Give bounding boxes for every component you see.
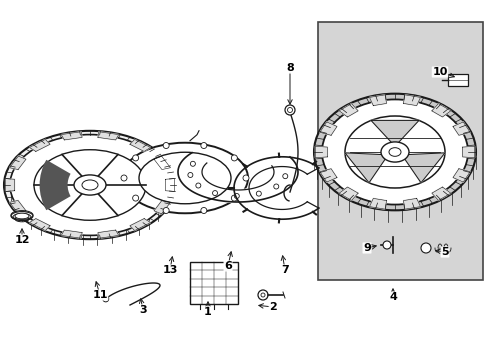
Circle shape bbox=[282, 174, 287, 179]
Polygon shape bbox=[319, 122, 336, 135]
Circle shape bbox=[163, 207, 169, 213]
Polygon shape bbox=[61, 132, 82, 140]
Ellipse shape bbox=[34, 150, 146, 220]
Circle shape bbox=[287, 108, 292, 112]
Circle shape bbox=[256, 191, 261, 196]
Circle shape bbox=[201, 143, 206, 149]
Ellipse shape bbox=[345, 116, 444, 188]
Polygon shape bbox=[5, 179, 15, 192]
Ellipse shape bbox=[380, 142, 408, 162]
Ellipse shape bbox=[313, 94, 475, 210]
Circle shape bbox=[261, 293, 264, 297]
Circle shape bbox=[258, 290, 267, 300]
Text: 7: 7 bbox=[281, 265, 288, 275]
Circle shape bbox=[132, 155, 139, 161]
Polygon shape bbox=[10, 156, 26, 170]
Polygon shape bbox=[431, 104, 450, 117]
Circle shape bbox=[187, 172, 192, 177]
Polygon shape bbox=[401, 153, 444, 183]
Polygon shape bbox=[462, 146, 474, 158]
Polygon shape bbox=[315, 146, 326, 158]
Polygon shape bbox=[452, 122, 469, 135]
Circle shape bbox=[201, 207, 206, 213]
Circle shape bbox=[195, 183, 201, 188]
Circle shape bbox=[163, 143, 169, 149]
Text: 1: 1 bbox=[203, 307, 211, 317]
Circle shape bbox=[243, 175, 248, 181]
Text: 6: 6 bbox=[224, 261, 231, 271]
Text: 9: 9 bbox=[362, 243, 370, 253]
Text: 13: 13 bbox=[162, 265, 177, 275]
Circle shape bbox=[420, 243, 430, 253]
Polygon shape bbox=[370, 120, 418, 146]
Circle shape bbox=[132, 195, 139, 201]
Circle shape bbox=[190, 161, 195, 166]
Bar bbox=[190, 262, 238, 304]
Polygon shape bbox=[130, 139, 150, 152]
Polygon shape bbox=[369, 198, 386, 209]
Polygon shape bbox=[29, 139, 50, 152]
Circle shape bbox=[231, 195, 237, 201]
Circle shape bbox=[285, 105, 294, 115]
Polygon shape bbox=[431, 187, 450, 201]
Text: 4: 4 bbox=[388, 292, 396, 302]
Wedge shape bbox=[40, 160, 70, 210]
Polygon shape bbox=[339, 104, 357, 117]
Ellipse shape bbox=[4, 131, 176, 239]
Polygon shape bbox=[403, 95, 420, 105]
Circle shape bbox=[382, 241, 390, 249]
Polygon shape bbox=[154, 156, 170, 170]
Polygon shape bbox=[452, 169, 469, 182]
Bar bbox=[317, 22, 482, 280]
Polygon shape bbox=[345, 153, 387, 183]
Polygon shape bbox=[29, 219, 50, 230]
Circle shape bbox=[212, 190, 217, 195]
Text: 8: 8 bbox=[285, 63, 293, 73]
Ellipse shape bbox=[10, 135, 170, 235]
Text: 3: 3 bbox=[139, 305, 146, 315]
Ellipse shape bbox=[74, 175, 106, 195]
Text: 10: 10 bbox=[431, 67, 447, 77]
Text: 12: 12 bbox=[14, 235, 30, 245]
Polygon shape bbox=[319, 169, 336, 182]
Polygon shape bbox=[61, 230, 82, 238]
Ellipse shape bbox=[82, 180, 98, 190]
Polygon shape bbox=[369, 95, 386, 105]
Ellipse shape bbox=[15, 213, 29, 219]
Ellipse shape bbox=[11, 212, 33, 220]
Ellipse shape bbox=[122, 143, 247, 213]
Polygon shape bbox=[10, 201, 26, 214]
Text: 11: 11 bbox=[92, 290, 107, 300]
Circle shape bbox=[121, 175, 127, 181]
Polygon shape bbox=[98, 132, 119, 140]
Polygon shape bbox=[339, 187, 357, 201]
Circle shape bbox=[273, 184, 278, 189]
Polygon shape bbox=[98, 230, 119, 238]
Ellipse shape bbox=[139, 152, 230, 204]
Polygon shape bbox=[130, 219, 150, 230]
Polygon shape bbox=[154, 201, 170, 214]
Circle shape bbox=[102, 296, 108, 302]
Circle shape bbox=[231, 155, 237, 161]
Ellipse shape bbox=[388, 148, 400, 156]
Polygon shape bbox=[178, 153, 297, 202]
Text: 2: 2 bbox=[268, 302, 276, 312]
Circle shape bbox=[234, 193, 239, 198]
Ellipse shape bbox=[321, 99, 467, 204]
Polygon shape bbox=[165, 179, 174, 192]
Polygon shape bbox=[403, 198, 420, 209]
Text: 5: 5 bbox=[440, 247, 448, 257]
Bar bbox=[447, 74, 467, 86]
